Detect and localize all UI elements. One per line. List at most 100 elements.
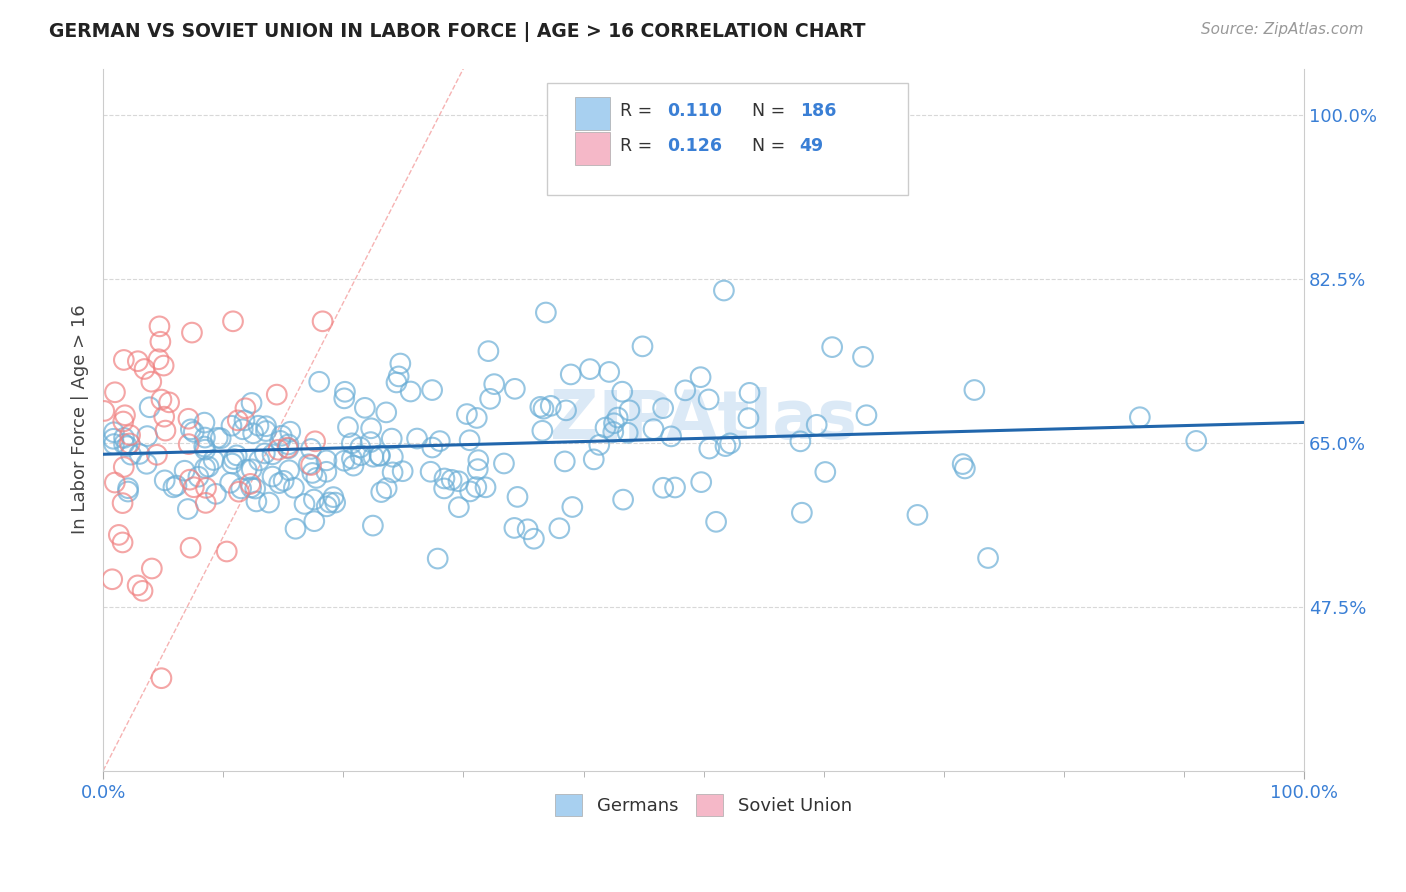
- Point: [533, 401, 555, 416]
- Y-axis label: In Labor Force | Age > 16: In Labor Force | Age > 16: [72, 305, 89, 534]
- Point: [465, 411, 488, 425]
- Point: [375, 481, 398, 495]
- Point: [375, 405, 398, 419]
- Point: [503, 382, 526, 396]
- Point: [183, 480, 205, 494]
- Point: [349, 448, 371, 462]
- FancyBboxPatch shape: [575, 132, 610, 165]
- Point: [149, 334, 172, 349]
- Point: [269, 434, 291, 448]
- Point: [465, 480, 488, 494]
- Point: [503, 521, 526, 535]
- Point: [821, 340, 844, 354]
- Point: [456, 407, 478, 421]
- Point: [652, 401, 675, 416]
- Point: [240, 480, 263, 494]
- Point: [240, 462, 263, 476]
- Point: [114, 409, 136, 423]
- Point: [368, 449, 391, 463]
- Point: [148, 319, 170, 334]
- Point: [322, 490, 344, 504]
- Text: ZIPAtlas: ZIPAtlas: [550, 386, 858, 452]
- Point: [187, 469, 209, 483]
- Point: [406, 432, 429, 446]
- Point: [101, 572, 124, 586]
- Point: [225, 448, 247, 462]
- Point: [305, 471, 328, 485]
- Point: [953, 461, 976, 475]
- Point: [381, 466, 404, 480]
- Text: GERMAN VS SOVIET UNION IN LABOR FORCE | AGE > 16 CORRELATION CHART: GERMAN VS SOVIET UNION IN LABOR FORCE | …: [49, 22, 866, 42]
- Legend: Germans, Soviet Union: Germans, Soviet Union: [546, 785, 860, 825]
- Point: [789, 434, 811, 449]
- Point: [1129, 410, 1152, 425]
- Point: [477, 344, 499, 359]
- Point: [153, 474, 176, 488]
- Point: [420, 441, 443, 455]
- Point: [104, 475, 127, 490]
- Point: [381, 450, 404, 464]
- Point: [177, 437, 200, 451]
- Point: [299, 458, 322, 472]
- Point: [689, 370, 711, 384]
- Point: [115, 439, 138, 453]
- Point: [561, 500, 583, 514]
- Point: [262, 447, 284, 461]
- Point: [391, 464, 413, 478]
- Point: [790, 506, 813, 520]
- Point: [194, 431, 217, 445]
- Point: [664, 481, 686, 495]
- Point: [180, 541, 202, 555]
- Point: [952, 457, 974, 471]
- Point: [697, 392, 720, 407]
- Point: [266, 387, 288, 401]
- Point: [93, 404, 115, 418]
- Point: [278, 425, 301, 439]
- Point: [619, 403, 641, 417]
- Text: R =: R =: [620, 102, 657, 120]
- Point: [389, 357, 412, 371]
- Point: [855, 409, 877, 423]
- Point: [141, 561, 163, 575]
- Point: [138, 401, 160, 415]
- Point: [523, 532, 546, 546]
- Point: [304, 514, 326, 528]
- Point: [194, 496, 217, 510]
- Point: [284, 522, 307, 536]
- Point: [315, 465, 337, 479]
- FancyBboxPatch shape: [547, 83, 908, 195]
- Point: [242, 426, 264, 441]
- Point: [247, 418, 270, 433]
- Point: [194, 461, 217, 475]
- Point: [458, 434, 481, 448]
- Point: [112, 460, 135, 475]
- Point: [492, 457, 515, 471]
- Point: [183, 425, 205, 439]
- Point: [205, 487, 228, 501]
- Point: [127, 578, 149, 592]
- Point: [166, 478, 188, 492]
- Point: [363, 450, 385, 464]
- Point: [239, 476, 262, 491]
- Point: [603, 416, 626, 430]
- Point: [652, 481, 675, 495]
- Point: [643, 422, 665, 436]
- Point: [579, 362, 602, 376]
- Point: [506, 490, 529, 504]
- Point: [111, 535, 134, 549]
- Point: [447, 475, 470, 489]
- Point: [215, 544, 238, 558]
- Point: [349, 441, 371, 455]
- Point: [177, 502, 200, 516]
- Point: [103, 432, 125, 446]
- Point: [120, 428, 142, 442]
- Point: [157, 395, 180, 409]
- Point: [531, 424, 554, 438]
- Point: [103, 425, 125, 440]
- Point: [193, 440, 215, 454]
- Point: [738, 385, 761, 400]
- Point: [117, 481, 139, 495]
- Point: [226, 413, 249, 427]
- Point: [333, 392, 356, 406]
- Point: [737, 411, 759, 425]
